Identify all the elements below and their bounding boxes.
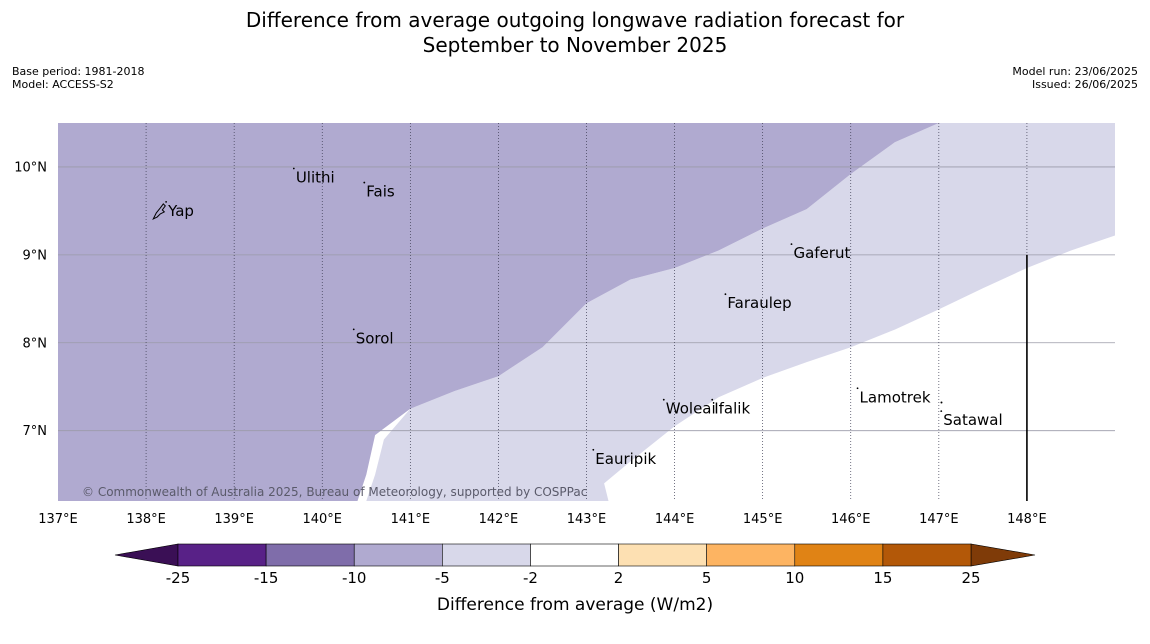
island-dot xyxy=(940,410,943,413)
lon-tick-label: 137°E xyxy=(38,512,78,527)
place-label: Eauripik xyxy=(595,450,656,468)
lat-tick-label: 7°N xyxy=(23,424,48,439)
title-line-1: Difference from average outgoing longwav… xyxy=(245,8,905,32)
lat-tick-label: 8°N xyxy=(23,336,48,351)
place-label: Ifalik xyxy=(714,400,750,418)
lon-tick-label: 139°E xyxy=(214,512,254,527)
lon-tick-label: 147°E xyxy=(919,512,959,527)
place-label: Sorol xyxy=(356,329,394,347)
colorbar-bin xyxy=(706,543,796,567)
lon-tick-label: 140°E xyxy=(302,512,342,527)
colorbar-tick-label: 15 xyxy=(873,569,892,587)
island-dot xyxy=(292,167,295,170)
colorbar-bin xyxy=(794,543,884,567)
place-label: Ulithi xyxy=(296,169,335,187)
place-label: Satawal xyxy=(943,411,1002,429)
title-line-2: September to November 2025 xyxy=(422,33,728,57)
colorbar-tick-label: 10 xyxy=(785,569,804,587)
colorbar-bin xyxy=(882,543,972,567)
colorbar-tick-label: -10 xyxy=(342,569,367,587)
island-dot xyxy=(790,243,793,246)
colorbar-label: Difference from average (W/m2) xyxy=(437,595,713,615)
colorbar-bin xyxy=(530,543,619,567)
meta-right: Model run: 23/06/2025 Issued: 26/06/2025 xyxy=(1012,65,1138,91)
lon-tick-label: 138°E xyxy=(126,512,166,527)
lon-tick-label: 141°E xyxy=(391,512,431,527)
issued-date: Issued: 26/06/2025 xyxy=(1031,78,1138,91)
yap-island-outline xyxy=(152,203,166,221)
colorbar-bin xyxy=(353,543,443,567)
lat-tick-label: 10°N xyxy=(14,160,47,175)
island-dot xyxy=(592,448,595,451)
lat-tick-label: 9°N xyxy=(23,248,48,263)
island-dot xyxy=(363,181,366,184)
colorbar-tick-label: 25 xyxy=(961,569,980,587)
chart-title: Difference from average outgoing longwav… xyxy=(0,8,1150,58)
colorbar-extend-high xyxy=(970,543,1036,567)
meta-left: Base period: 1981-2018 Model: ACCESS-S2 xyxy=(12,65,144,91)
colorbar-bin xyxy=(177,543,267,567)
island-dot xyxy=(856,387,859,390)
lon-tick-label: 145°E xyxy=(743,512,783,527)
model-name: Model: ACCESS-S2 xyxy=(12,78,114,91)
lon-tick-label: 142°E xyxy=(479,512,519,527)
colorbar-tick-label: 2 xyxy=(614,569,624,587)
island-dot xyxy=(165,201,168,203)
lon-tick-label: 144°E xyxy=(655,512,695,527)
colorbar-bin xyxy=(618,543,707,567)
lon-tick-label: 146°E xyxy=(831,512,871,527)
place-label: Yap xyxy=(167,202,194,220)
place-label: Fais xyxy=(366,183,395,201)
island-dot xyxy=(662,398,665,401)
place-label: Gaferut xyxy=(793,244,850,262)
colorbar-tick-label: -5 xyxy=(435,569,450,587)
lon-tick-label: 148°E xyxy=(1007,512,1047,527)
island-dot xyxy=(711,398,714,401)
model-run: Model run: 23/06/2025 xyxy=(1012,65,1138,78)
lon-tick-label: 143°E xyxy=(567,512,607,527)
place-label: Faraulep xyxy=(727,294,791,312)
colorbar-tick-label: -25 xyxy=(166,569,191,587)
island-dot xyxy=(352,328,355,331)
colorbar-bin xyxy=(265,543,355,567)
colorbar-bin xyxy=(442,543,531,567)
colorbar-extend-low xyxy=(114,543,179,567)
colorbar-tick-label: 5 xyxy=(702,569,712,587)
base-period: Base period: 1981-2018 xyxy=(12,65,145,78)
map-area: 10°N 9°N 8°N 7°N 137°E 138°E 139°E 140°E 141°E 14… xyxy=(14,123,1115,527)
island-dot xyxy=(724,293,727,296)
island-dot xyxy=(940,401,943,404)
shading-light-purple xyxy=(366,123,1115,501)
colorbar-tick-label: -2 xyxy=(523,569,538,587)
place-label: Lamotrek xyxy=(860,388,931,406)
place-label: Woleai xyxy=(666,400,716,418)
credit-text: © Commonwealth of Australia 2025, Bureau… xyxy=(82,485,587,499)
colorbar-tick-label: -15 xyxy=(254,569,279,587)
